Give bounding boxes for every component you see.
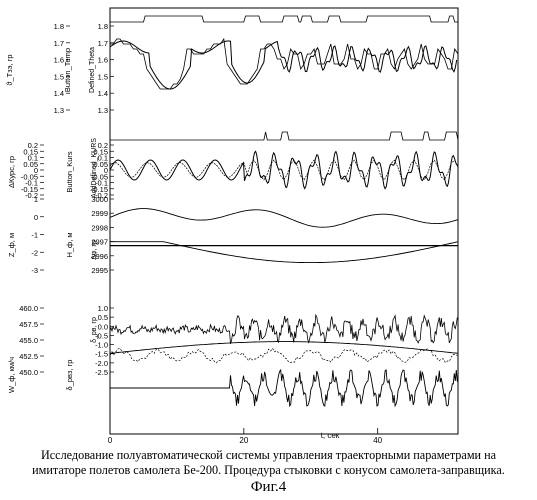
right-tick-label: 1.0 — [98, 304, 108, 313]
right-axis-label: Button_Kurs — [65, 151, 74, 193]
series-side-label: Defined_Theta — [89, 47, 96, 93]
course-trace — [110, 151, 457, 188]
right-tick-label: -2.5 — [95, 368, 108, 377]
right-tick-label: 3000 — [91, 195, 108, 204]
x-tick-label: 20 — [239, 436, 248, 445]
right-tick-label: -1.5 — [95, 350, 108, 359]
left-tick-label: 1 — [34, 195, 38, 204]
left-tick-label: 0 — [34, 213, 38, 222]
left-tick-label: 450.0 — [19, 368, 38, 377]
right-tick-label: 2998 — [91, 223, 108, 232]
figure-label: Фиг.4 — [0, 479, 537, 496]
left-tick-label: 457.5 — [19, 320, 38, 329]
right-tick-label: 1.6 — [98, 56, 108, 65]
left-axis-label: W_ф, км/ч — [7, 357, 16, 393]
caption-line-2: имитаторе полетов самолета Бе-200. Проце… — [0, 463, 537, 478]
button-temp-trace — [110, 16, 458, 22]
left-tick-label: 455.0 — [19, 336, 38, 345]
left-axis-label: ΔКурс, гр — [7, 156, 16, 188]
right-axis-label: H_ф, м — [65, 232, 74, 257]
x-tick-label: 40 — [373, 436, 382, 445]
elevator-cmd-trace — [110, 348, 457, 363]
speed-trace — [110, 342, 458, 354]
right-tick-label: 2999 — [91, 209, 108, 218]
right-tick-label: 2995 — [91, 266, 108, 275]
right-axis-label: δ_рвз, гр — [65, 360, 74, 391]
left-tick-label: 460.0 — [19, 304, 38, 313]
series-side-label: AddDefined_KURS — [91, 138, 98, 198]
z-trace — [110, 242, 458, 263]
caption-line-1: Исследование полуавтоматической системы … — [0, 448, 537, 463]
left-axis-label: Z_ф, м — [7, 233, 16, 257]
right-tick-label: 1.3 — [98, 106, 108, 115]
elevator-trace — [110, 315, 457, 344]
right-tick-label: 1.4 — [98, 89, 108, 98]
left-axis-label: ϑ_Тзэ, гр — [5, 54, 14, 85]
x-tick-label: 0 — [108, 436, 113, 445]
defined-theta-trace — [110, 39, 458, 89]
right-tick-label: 1.7 — [98, 39, 108, 48]
right-tick-label: -2.0 — [95, 359, 108, 368]
right-axis-label: Button_Temp — [63, 48, 72, 92]
left-tick-label: 452.5 — [19, 352, 38, 361]
elevator-lower-trace — [110, 370, 457, 406]
left-tick-label: 1.3 — [54, 106, 64, 115]
button-kurs-trace — [110, 132, 458, 140]
left-tick-label: 1.8 — [54, 22, 64, 31]
x-axis-label: t, сек — [321, 431, 340, 440]
series-side-label: δ_рв, гр — [91, 317, 98, 343]
series-side-label: Δφ, гр — [91, 240, 98, 260]
right-tick-label: 1.5 — [98, 72, 108, 81]
left-tick-label: -3 — [31, 266, 38, 275]
left-tick-label: 1.7 — [54, 39, 64, 48]
height-trace — [110, 209, 458, 228]
right-tick-label: 1.8 — [98, 22, 108, 31]
right-tick-label: 0.0 — [98, 322, 108, 331]
plot-frame — [110, 8, 458, 434]
left-tick-label: -2 — [31, 248, 38, 257]
right-tick-label: 0.5 — [98, 313, 108, 322]
left-tick-label: -1 — [31, 231, 38, 240]
